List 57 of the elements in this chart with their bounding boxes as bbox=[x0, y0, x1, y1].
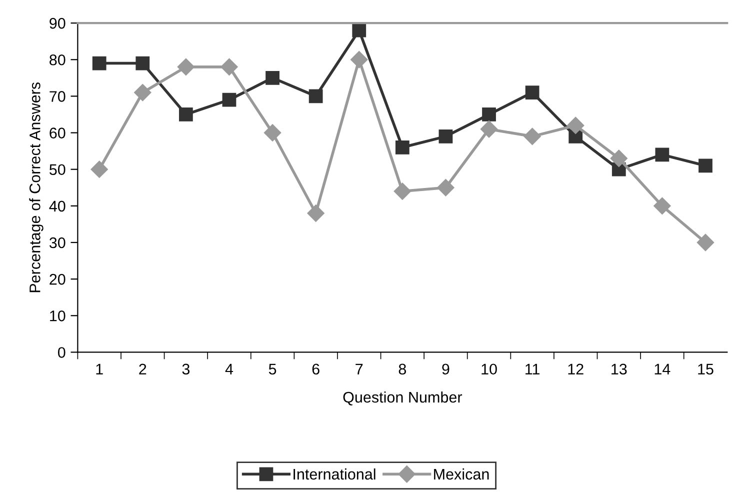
point bbox=[178, 108, 193, 122]
point bbox=[177, 58, 194, 76]
x-tick-label: 1 bbox=[96, 364, 103, 374]
point bbox=[655, 148, 670, 162]
x-tick-label: 13 bbox=[612, 364, 627, 375]
x-axis-title: Question Number bbox=[343, 391, 462, 406]
point bbox=[222, 92, 236, 107]
point bbox=[395, 140, 410, 154]
legend-label: International bbox=[294, 468, 376, 480]
x-tick-label: 10 bbox=[482, 364, 497, 375]
y-tick-label: 40 bbox=[49, 200, 66, 212]
point bbox=[136, 56, 150, 70]
legend-label: Mexican bbox=[434, 468, 489, 480]
y-tick-label: 90 bbox=[50, 18, 66, 29]
y-tick-label: 0 bbox=[58, 347, 66, 358]
y-tick-label: 30 bbox=[49, 237, 66, 248]
point bbox=[524, 128, 541, 145]
point bbox=[90, 160, 108, 178]
point bbox=[350, 51, 368, 68]
point bbox=[220, 58, 238, 76]
y-tick-label: 80 bbox=[50, 54, 66, 66]
point bbox=[696, 234, 714, 252]
point bbox=[134, 84, 152, 102]
x-tick-label: 15 bbox=[698, 364, 714, 375]
point bbox=[308, 89, 323, 104]
point bbox=[525, 86, 540, 100]
point bbox=[567, 116, 584, 134]
point bbox=[352, 23, 366, 38]
point bbox=[394, 182, 411, 200]
x-tick-label: 5 bbox=[268, 364, 276, 375]
y-tick-label: 20 bbox=[50, 274, 66, 285]
x-tick-label: 4 bbox=[225, 364, 234, 374]
point bbox=[307, 204, 324, 222]
y-tick-label: 50 bbox=[50, 164, 66, 176]
x-tick-label: 11 bbox=[526, 364, 540, 374]
point bbox=[437, 179, 454, 196]
point bbox=[480, 120, 498, 138]
point bbox=[482, 108, 496, 122]
x-tick-label: 6 bbox=[312, 364, 320, 375]
point bbox=[266, 70, 280, 85]
y-tick-label: 10 bbox=[50, 310, 66, 322]
point bbox=[610, 150, 628, 167]
y-tick-label: 70 bbox=[50, 91, 66, 102]
point bbox=[654, 197, 671, 214]
x-tick-label: 8 bbox=[398, 364, 406, 375]
x-tick-label: 9 bbox=[442, 364, 450, 375]
y-axis-title: Percentage of Correct Answers bbox=[29, 82, 44, 292]
x-tick-label: 3 bbox=[182, 364, 190, 375]
y-tick-label: 60 bbox=[50, 128, 66, 138]
point bbox=[92, 56, 106, 70]
point bbox=[698, 158, 712, 173]
x-tick-label: 7 bbox=[356, 364, 363, 374]
point bbox=[264, 124, 282, 142]
point bbox=[438, 129, 453, 144]
x-tick-label: 14 bbox=[654, 364, 670, 374]
x-tick-label: 2 bbox=[139, 364, 146, 374]
x-tick-label: 12 bbox=[568, 364, 584, 374]
